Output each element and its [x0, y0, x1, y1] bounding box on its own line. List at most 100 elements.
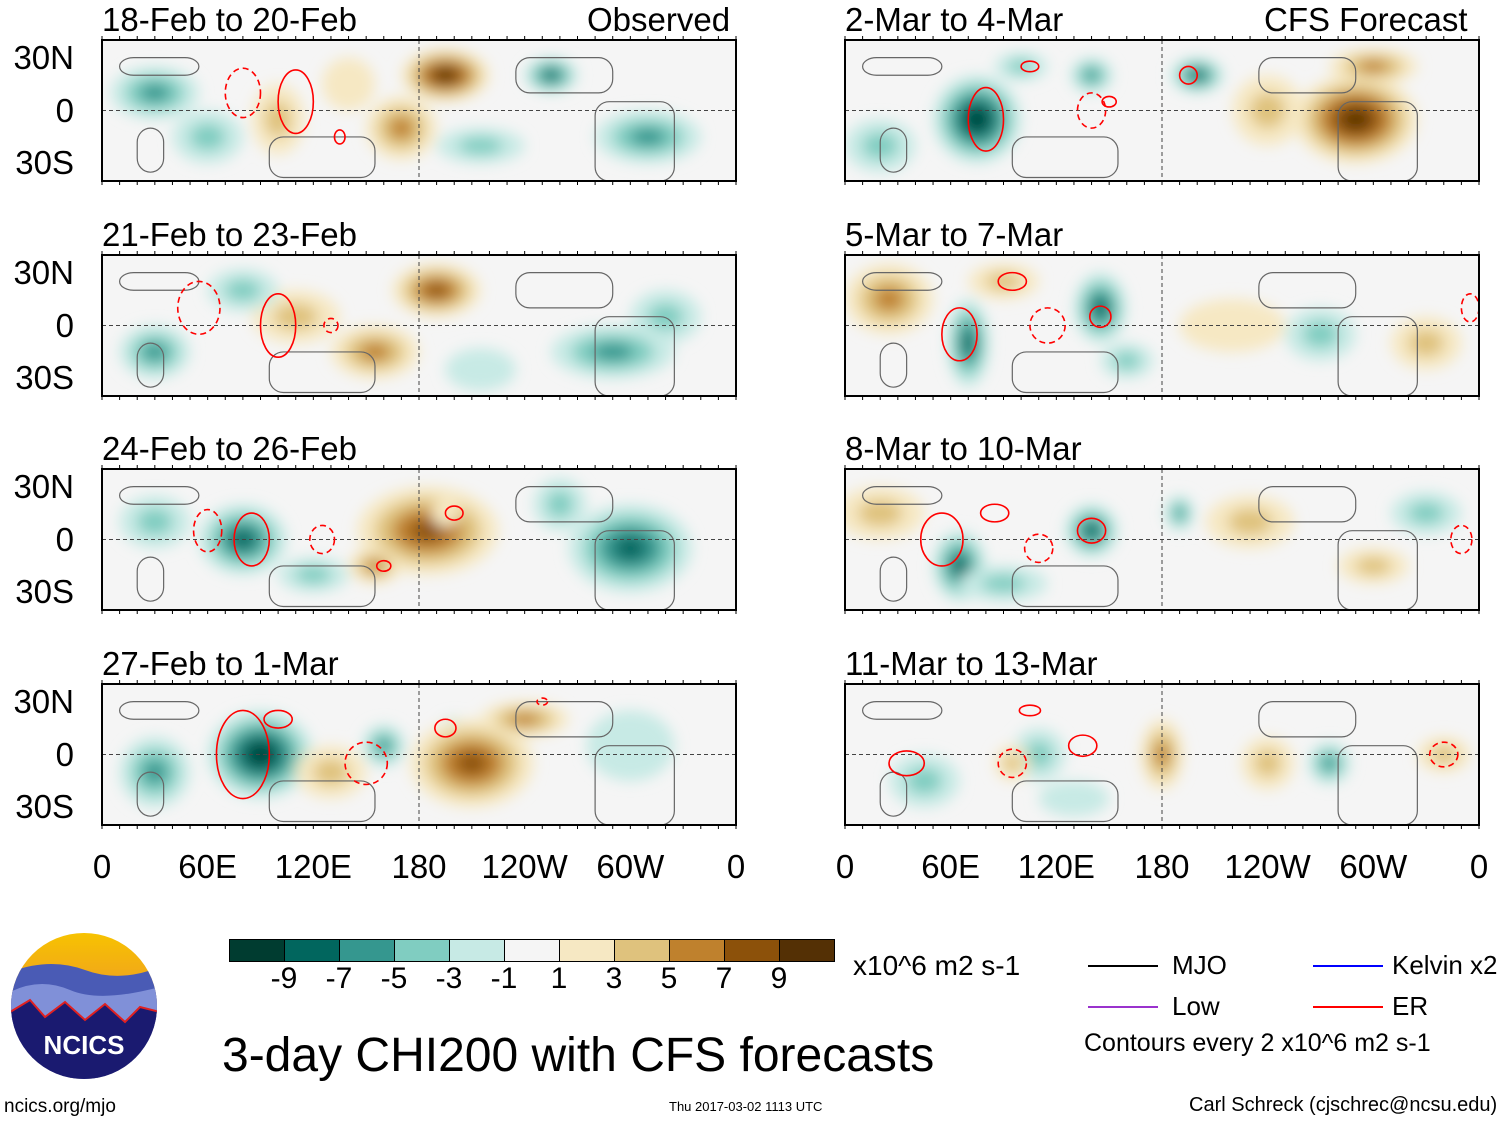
coastline	[136, 556, 165, 602]
colorbar-label: -9	[270, 962, 298, 995]
coastline	[119, 701, 200, 720]
er-contour	[1178, 65, 1199, 85]
coastline	[1337, 101, 1418, 181]
anomaly-blob	[313, 758, 349, 786]
colorbar-swatch	[340, 940, 395, 961]
lon-label: 0	[92, 848, 112, 885]
er-contour	[967, 86, 1005, 152]
anomaly-blob	[647, 303, 684, 330]
anomaly-blob	[137, 508, 173, 536]
panel-title: 18-Feb to 20-Feb	[102, 1, 357, 38]
anomaly-blob	[376, 738, 391, 753]
lat-label: 30S	[15, 359, 74, 397]
lon-label: 0	[835, 848, 855, 885]
er-contour	[434, 718, 457, 738]
lon-label: 0	[726, 848, 746, 885]
anomaly-blob	[858, 499, 903, 527]
kelvin-line-sample	[1313, 965, 1383, 967]
lon-label: 180	[1134, 848, 1190, 885]
coastline	[1258, 486, 1357, 523]
anomaly-blob	[1093, 299, 1107, 317]
anomaly-blob	[1084, 524, 1099, 538]
anomaly-blob	[874, 287, 904, 311]
colorbar-swatch	[725, 940, 780, 961]
lat-label: 30N	[13, 682, 74, 720]
er-contour	[224, 67, 262, 119]
coastline	[594, 316, 675, 396]
er-contour	[323, 317, 339, 334]
colorbar-label: -1	[490, 962, 518, 995]
coastline	[1337, 530, 1418, 610]
anomaly-blob	[1038, 780, 1110, 817]
coastline	[268, 780, 376, 823]
anomaly-blob	[360, 343, 390, 361]
coastline	[1011, 565, 1119, 608]
map-panel	[844, 680, 1480, 829]
er-contour	[1023, 533, 1054, 564]
lat-label: 30N	[13, 38, 74, 76]
anomaly-blob	[1228, 508, 1273, 536]
lon-label: 60W	[596, 848, 665, 885]
er-contour	[375, 559, 392, 573]
map-panel	[101, 36, 737, 185]
anomaly-blob	[592, 343, 634, 361]
coastline	[515, 701, 614, 738]
er-contour	[344, 741, 389, 786]
er-contour	[233, 512, 271, 567]
anomaly-blob	[225, 279, 261, 301]
coastline	[1258, 57, 1357, 94]
er-contour	[1029, 307, 1066, 344]
coastline	[594, 745, 675, 825]
figure-title: 3-day CHI200 with CFS forecasts	[222, 1029, 935, 1082]
colorbar-label: -5	[380, 962, 408, 995]
coastline	[268, 565, 376, 608]
anomaly-blob	[1302, 321, 1339, 348]
er-contour	[979, 503, 1010, 523]
er-contour	[1101, 95, 1118, 108]
anomaly-blob	[295, 565, 331, 584]
anomaly-blob	[1322, 756, 1337, 771]
observed-header: Observed	[587, 1, 731, 38]
anomaly-blob	[544, 70, 558, 80]
coastline	[136, 127, 165, 173]
anomaly-blob	[366, 560, 384, 572]
ncics-logo: NCICS	[11, 933, 157, 1079]
er-contour	[888, 750, 926, 777]
lat-label: 0	[55, 306, 74, 344]
coastline	[1337, 316, 1418, 396]
anomaly-blob	[509, 713, 540, 726]
lat-label: 30S	[15, 573, 74, 611]
colorbar-swatch	[450, 940, 505, 961]
colorbar-label: 7	[715, 962, 733, 995]
panel-title: 11-Mar to 13-Mar	[845, 645, 1098, 682]
colorbar	[229, 939, 835, 962]
er-contour	[1076, 517, 1107, 544]
er-contour	[309, 524, 336, 555]
coastline	[862, 57, 943, 76]
colorbar-units: x10^6 m2 s-1	[853, 950, 1021, 981]
coastline	[1011, 351, 1119, 394]
footer-url[interactable]: ncics.org/mjo	[4, 1096, 116, 1117]
er-contour	[997, 271, 1028, 292]
lon-label: 120W	[481, 848, 568, 885]
panel-title: 27-Feb to 1-Mar	[102, 645, 339, 682]
anomaly-blob	[140, 84, 170, 102]
coastline	[862, 486, 943, 505]
anomaly-blob	[1025, 741, 1052, 768]
er-contour	[919, 512, 964, 567]
map-panel	[101, 251, 737, 400]
coastline	[1258, 272, 1357, 309]
anomaly-blob	[985, 272, 1022, 291]
colorbar-swatch	[560, 940, 615, 961]
lon-label: 180	[391, 848, 447, 885]
coastline	[136, 771, 165, 817]
coastline	[1337, 745, 1418, 825]
anomaly-blob	[1003, 754, 1022, 773]
anomaly-blob	[425, 283, 448, 297]
lon-label: 120E	[1017, 848, 1095, 885]
anomaly-blob	[906, 767, 942, 795]
anomaly-blob	[1355, 557, 1391, 575]
coastline	[1011, 780, 1119, 823]
er-contour	[277, 69, 315, 135]
anomaly-blob	[1343, 110, 1369, 129]
